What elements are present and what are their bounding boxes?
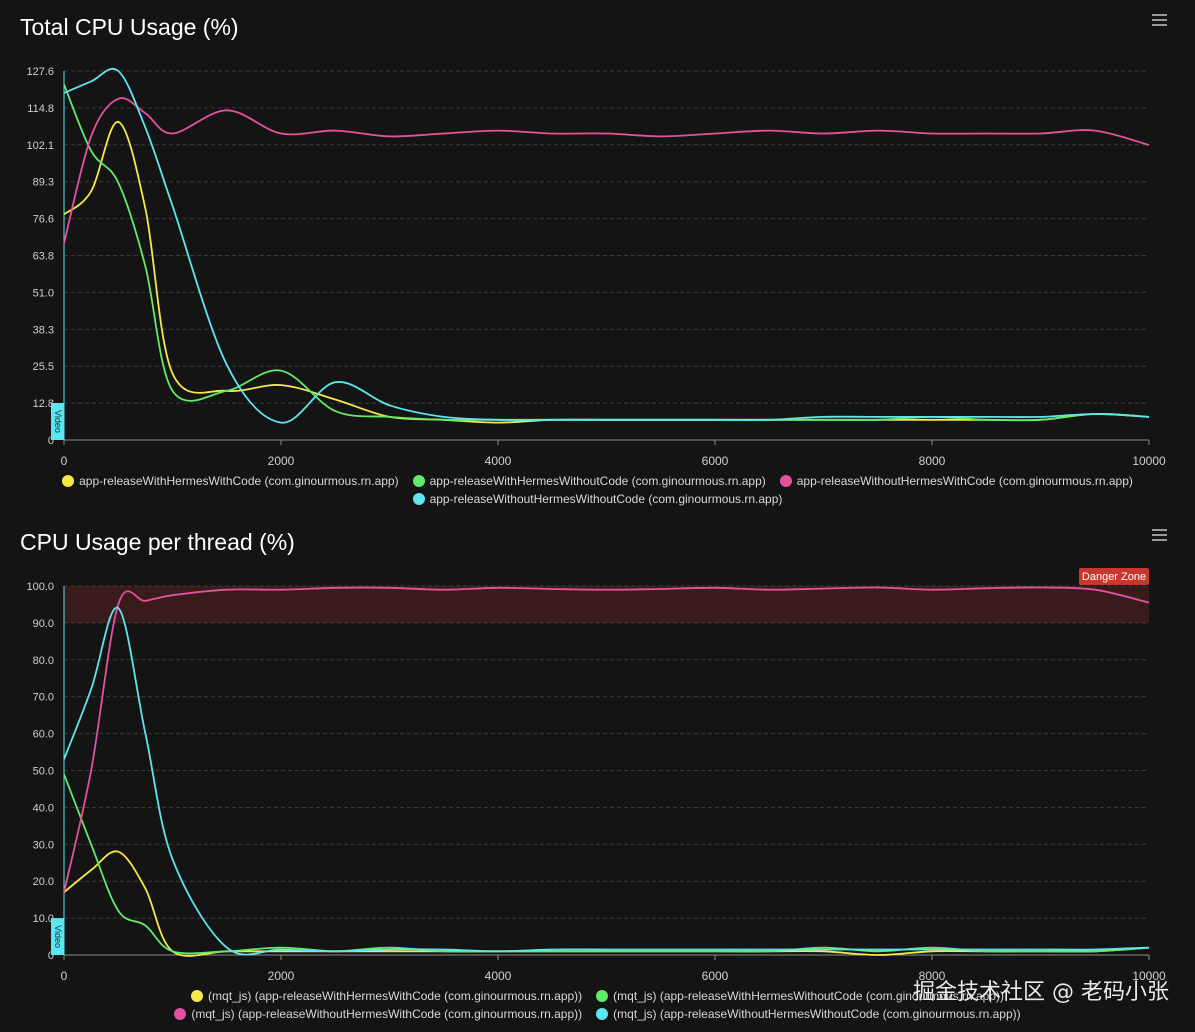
danger-zone-label: Danger Zone	[1082, 571, 1146, 583]
video-marker-badge: Video	[51, 918, 64, 955]
y-tick-label: 80.0	[33, 655, 54, 667]
legend-label: (mqt_js) (app-releaseWithoutHermesWithou…	[613, 1007, 1021, 1021]
series-line[interactable]	[63, 97, 1150, 244]
chart-title: CPU Usage per thread (%)	[20, 529, 295, 555]
legend-item[interactable]: app-releaseWithHermesWithCode (com.ginou…	[62, 472, 399, 490]
legend-label: app-releaseWithoutHermesWithCode (com.gi…	[796, 474, 1133, 488]
legend-label: app-releaseWithoutHermesWithoutCode (com…	[429, 492, 783, 506]
x-tick-label: 6000	[702, 454, 729, 468]
legend-item[interactable]: app-releaseWithHermesWithoutCode (com.gi…	[412, 472, 766, 490]
video-marker-label: Video	[53, 410, 63, 433]
hamburger-menu-icon[interactable]	[1152, 14, 1167, 26]
series-line[interactable]	[63, 773, 1150, 955]
y-tick-label: 30.0	[33, 839, 54, 851]
legend-dot-icon	[191, 990, 204, 1002]
video-marker-badge: Video	[51, 402, 64, 440]
y-tick-label: 50.0	[33, 766, 54, 778]
legend-label: (mqt_js) (app-releaseWithHermesWithoutCo…	[613, 989, 1004, 1003]
y-tick-label: 20.0	[33, 876, 54, 888]
chart-legend: app-releaseWithHermesWithCode (com.ginou…	[0, 472, 1195, 508]
video-marker-label: Video	[53, 925, 63, 948]
series-line[interactable]	[63, 67, 1150, 424]
legend-dot-icon	[596, 1008, 609, 1020]
series-line[interactable]	[63, 83, 1150, 422]
x-tick-label: 2000	[268, 969, 295, 983]
danger-zone-band	[64, 586, 1149, 623]
legend-label: app-releaseWithHermesWithCode (com.ginou…	[79, 474, 399, 488]
y-tick-label: 70.0	[33, 692, 54, 704]
x-tick-label: 0	[61, 969, 68, 983]
legend-item[interactable]: (mqt_js) (app-releaseWithoutHermesWithCo…	[174, 1005, 582, 1023]
legend-row: app-releaseWithoutHermesWithoutCode (com…	[0, 490, 1195, 508]
y-tick-label: 102.1	[26, 140, 54, 152]
y-tick-label: 63.8	[33, 251, 54, 263]
chart-panel-total-cpu: Total CPU Usage (%) 0 12.8 25.5 38.3 51.0 63.…	[0, 0, 1195, 515]
video-marker-bg	[51, 918, 64, 955]
video-marker-bg	[51, 402, 64, 440]
y-tick-label: 10.0	[33, 913, 54, 925]
legend-dot-icon	[174, 1008, 187, 1020]
legend-dot-icon	[596, 990, 609, 1002]
y-tick-label: 127.6	[26, 66, 54, 78]
y-tick-label: 0	[48, 435, 54, 447]
y-tick-label: 51.0	[33, 287, 54, 299]
y-tick-label: 60.0	[33, 729, 54, 741]
legend-label: (mqt_js) (app-releaseWithoutHermesWithCo…	[191, 1007, 583, 1021]
legend-item[interactable]: (mqt_js) (app-releaseWithHermesWithCode …	[191, 987, 582, 1005]
chart-panel-cpu-per-thread: CPU Usage per thread (%) Danger Zone 0 10.…	[0, 515, 1195, 1032]
legend-item[interactable]: (mqt_js) (app-releaseWithoutHermesWithou…	[596, 1005, 1021, 1023]
chart-plot: Danger Zone 0 10.0 20.0 30.0 40.0 50.0 60.0 70.0…	[26, 568, 1166, 983]
legend-row: (mqt_js) (app-releaseWithHermesWithCode …	[0, 987, 1195, 1005]
legend-label: app-releaseWithHermesWithoutCode (com.gi…	[429, 474, 766, 488]
series-line[interactable]	[63, 586, 1150, 893]
legend-dot-icon	[779, 475, 792, 487]
legend-dot-icon	[412, 475, 425, 487]
x-tick-label: 8000	[919, 969, 946, 983]
y-tick-label: 0	[48, 950, 54, 962]
x-tick-label: 4000	[485, 454, 512, 468]
x-tick-label: 0	[61, 454, 68, 468]
legend-item[interactable]: app-releaseWithoutHermesWithCode (com.gi…	[779, 472, 1133, 490]
x-tick-label: 10000	[1132, 969, 1166, 983]
legend-dot-icon	[62, 475, 75, 487]
y-tick-label: 100.0	[26, 581, 54, 593]
legend-item[interactable]: app-releaseWithoutHermesWithoutCode (com…	[412, 490, 783, 508]
chart-plot: 0 12.8 25.5 38.3 51.0 63.8 76.6 89.3 102.1 114.8 1…	[26, 66, 1166, 468]
series-line[interactable]	[63, 606, 1150, 956]
danger-zone-badge-bg	[1079, 568, 1149, 585]
series-line[interactable]	[63, 121, 1150, 424]
y-tick-label: 40.0	[33, 802, 54, 814]
x-tick-label: 10000	[1132, 454, 1166, 468]
series-line[interactable]	[63, 850, 1150, 957]
legend-item[interactable]: (mqt_js) (app-releaseWithHermesWithoutCo…	[596, 987, 1004, 1005]
y-tick-label: 12.8	[33, 398, 54, 410]
legend-row: (mqt_js) (app-releaseWithoutHermesWithCo…	[0, 1005, 1195, 1023]
chart-title: Total CPU Usage (%)	[20, 14, 239, 40]
x-tick-label: 8000	[919, 454, 946, 468]
y-tick-label: 76.6	[33, 214, 54, 226]
legend-row: app-releaseWithHermesWithCode (com.ginou…	[0, 472, 1195, 490]
x-tick-label: 2000	[268, 454, 295, 468]
legend-label: (mqt_js) (app-releaseWithHermesWithCode …	[208, 989, 583, 1003]
x-tick-label: 4000	[485, 969, 512, 983]
y-tick-label: 89.3	[33, 177, 54, 189]
y-tick-label: 38.3	[33, 324, 54, 336]
danger-zone-badge: Danger Zone	[1079, 568, 1149, 585]
watermark: 掘金技术社区 @ 老码小张	[913, 980, 1169, 1005]
y-tick-label: 25.5	[33, 361, 54, 373]
chart-legend: (mqt_js) (app-releaseWithHermesWithCode …	[0, 987, 1195, 1023]
x-tick-label: 6000	[702, 969, 729, 983]
legend-dot-icon	[412, 493, 425, 505]
hamburger-menu-icon[interactable]	[1152, 529, 1167, 541]
y-tick-label: 90.0	[33, 618, 54, 630]
y-tick-label: 114.8	[27, 103, 54, 115]
